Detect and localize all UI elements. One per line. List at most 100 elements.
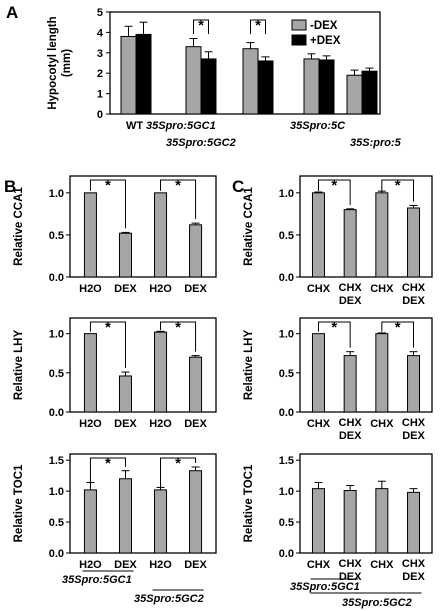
significance-bracket [89, 179, 126, 229]
bar [83, 489, 97, 554]
bar-minus-dex [303, 58, 320, 115]
bar [189, 224, 203, 278]
bar [154, 192, 168, 278]
significance-bracket [160, 457, 197, 488]
significance-bracket-star: * [175, 319, 181, 336]
bar [83, 333, 97, 413]
category-label: DEX [184, 418, 207, 430]
legend-swatch-plus-dex [291, 34, 307, 46]
panel-a-ytick-label: 1 [97, 89, 103, 101]
ytick-label: 1.5 [279, 455, 294, 467]
ytick-label: 0.0 [279, 548, 294, 560]
significance-bracket [89, 457, 126, 488]
category-label: CHX [402, 417, 426, 429]
bar [311, 488, 325, 554]
panel-a-ylabel-line1: Hypocotyl length [47, 16, 59, 109]
category-label: DEX [114, 283, 137, 295]
y-axis-label: Relative CCA1 [243, 187, 255, 266]
ytick-label: 1.0 [279, 486, 294, 498]
category-label: DEX [402, 430, 425, 442]
bar [118, 232, 132, 278]
bar-plus-dex [135, 33, 152, 115]
ytick-label: 1.0 [279, 329, 294, 341]
category-label: 35Spro:5C [290, 120, 346, 132]
ytick-label: 1.0 [279, 188, 294, 200]
bar-plus-dex [200, 58, 217, 115]
ytick-label: 1.0 [49, 188, 64, 200]
significance-bracket [193, 19, 209, 34]
panel-c-letter: C [232, 177, 244, 196]
significance-bracket-star: * [198, 17, 204, 34]
significance-bracket [250, 19, 266, 34]
category-label: DEX [184, 559, 207, 571]
category-label: H2O [79, 559, 102, 571]
significance-bracket [317, 179, 351, 205]
category-label: DEX [339, 430, 362, 442]
y-axis-label: Relative LHY [13, 330, 25, 401]
y-axis-label: Relative TOC1 [13, 464, 25, 542]
bar [407, 355, 421, 413]
significance-bracket-star: * [175, 455, 181, 472]
category-label: CHX [370, 559, 394, 571]
panel-b-letter: B [4, 177, 16, 196]
bar [375, 488, 389, 554]
ytick-label: 0.0 [49, 548, 64, 560]
bar [118, 478, 132, 554]
significance-bracket-star: * [105, 319, 111, 336]
significance-bracket [381, 321, 415, 348]
category-label: CHX [307, 559, 331, 571]
ytick-label: 0.5 [49, 368, 64, 380]
category-label: H2O [149, 418, 172, 430]
panel-frame [299, 453, 433, 554]
ytick-label: 1.0 [49, 486, 64, 498]
panel-a-ytick-label: 0 [97, 109, 103, 121]
legend-label: +DEX [310, 35, 341, 47]
legend-swatch-minus-dex [291, 19, 307, 31]
category-label: H2O [79, 418, 102, 430]
y-axis-label: Relative LHY [243, 330, 255, 401]
bar-minus-dex [242, 48, 259, 115]
category-label: DEX [339, 571, 362, 583]
ytick-label: 0.0 [279, 272, 294, 284]
bar-plus-dex [318, 59, 335, 115]
bar [154, 331, 168, 413]
y-axis-label: Relative CCA1 [13, 187, 25, 266]
group-label: 35Spro:5GC1 [62, 574, 132, 586]
panel-a-ytick-label: 4 [97, 27, 104, 39]
category-label: DEX [402, 295, 425, 307]
ytick-label: 0.5 [279, 517, 294, 529]
bar [343, 209, 357, 278]
panel-a-letter: A [6, 3, 18, 22]
bar [407, 491, 421, 554]
category-label: DEX [184, 283, 207, 295]
category-label: DEX [339, 295, 362, 307]
ytick-label: 1.0 [49, 329, 64, 341]
bar [375, 333, 389, 413]
category-label: CHX [307, 418, 331, 430]
bar-minus-dex [346, 74, 363, 115]
panel-a-ytick-label: 3 [97, 48, 103, 60]
panel-a-ytick-label: 5 [97, 7, 103, 19]
ytick-label: 0.0 [49, 272, 64, 284]
bar-minus-dex [185, 46, 202, 115]
ytick-label: 1.5 [49, 455, 64, 467]
bar [83, 192, 97, 278]
panel-frame [69, 317, 217, 413]
category-label: CHX [402, 558, 426, 570]
significance-bracket-star: * [331, 177, 337, 194]
significance-bracket-star: * [175, 177, 181, 194]
bar-plus-dex [257, 60, 274, 115]
significance-bracket [89, 321, 126, 369]
ytick-label: 0.5 [279, 230, 294, 242]
category-label: WT [126, 120, 143, 132]
panel-frame [299, 317, 433, 413]
category-label: DEX [114, 559, 137, 571]
bar [311, 333, 325, 413]
significance-bracket-star: * [105, 177, 111, 194]
category-label: DEX [402, 571, 425, 583]
significance-bracket-star: * [331, 319, 337, 336]
panel-frame [69, 175, 217, 278]
panel-a-ylabel-line2: (mm) [61, 49, 73, 77]
legend-label: -DEX [310, 20, 338, 32]
significance-bracket-star: * [395, 177, 401, 194]
